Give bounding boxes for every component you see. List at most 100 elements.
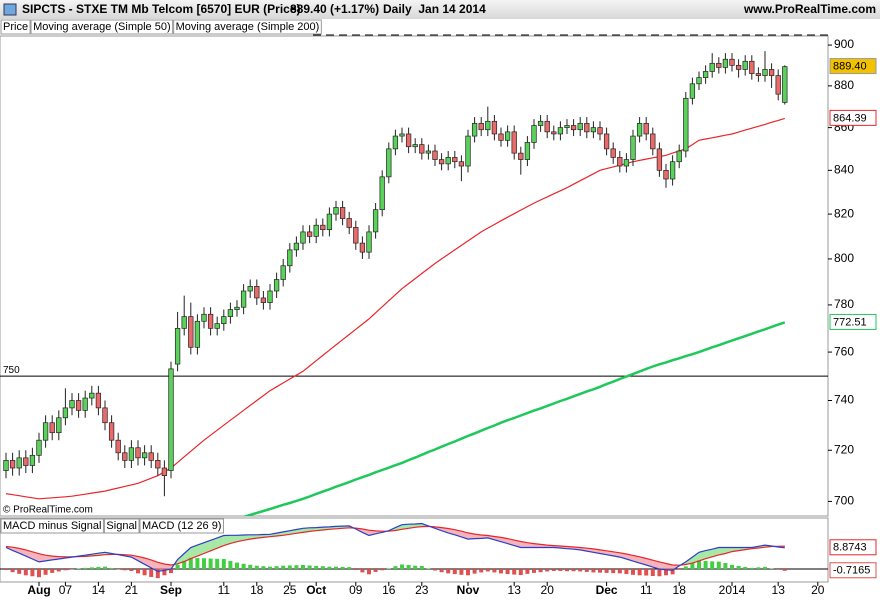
histogram-bar	[314, 565, 319, 570]
macd-fill	[19, 548, 26, 557]
histogram-bar	[360, 569, 365, 573]
candle-body	[221, 316, 227, 324]
legend-box	[173, 19, 322, 35]
macd-fill	[712, 547, 719, 557]
histogram-bar	[499, 569, 503, 574]
candle-body	[524, 142, 531, 160]
candle-body	[696, 77, 702, 85]
histogram-bar	[393, 566, 398, 570]
macd-line	[5, 522, 785, 573]
histogram-bar	[683, 566, 688, 570]
histogram-bar	[169, 569, 173, 574]
y-tick-label: 740	[834, 393, 854, 407]
histogram-bar	[380, 569, 385, 571]
candle-body	[537, 120, 544, 126]
legend-label: Moving average (Simple 50)	[33, 21, 171, 33]
candle-body	[702, 71, 709, 78]
candle-body	[762, 69, 768, 76]
histogram-bar	[63, 569, 68, 571]
macd-fill	[164, 564, 171, 571]
candle-body	[531, 125, 537, 143]
plot-layer	[4, 522, 787, 579]
plot-layer	[3, 51, 788, 516]
candle-body	[29, 454, 36, 466]
candle-body	[603, 133, 610, 150]
macd-fill	[217, 535, 224, 549]
histogram-bar	[307, 565, 312, 570]
macd-fill	[190, 545, 198, 559]
histogram-bar	[419, 565, 424, 570]
candle-body	[452, 157, 458, 163]
histogram-bar	[756, 567, 761, 570]
histogram-bar	[413, 565, 418, 570]
legend-label: MACD minus Signal	[3, 520, 101, 532]
histogram-bar	[248, 564, 253, 570]
histogram-bar	[202, 558, 206, 570]
x-tick-label: 07	[59, 583, 73, 597]
histogram-bar	[624, 569, 629, 575]
histogram-bar	[50, 569, 55, 573]
value-badge	[829, 109, 877, 126]
histogram-bar	[334, 566, 338, 570]
candle-body	[782, 66, 788, 103]
histogram-bar	[446, 569, 451, 574]
candle-body	[260, 297, 267, 303]
symbol: SIPCTS - STXE TM Mb Telcom [6570] EUR (P…	[22, 2, 301, 16]
candle-body	[188, 316, 194, 348]
x-tick-label: 11	[218, 583, 231, 597]
histogram-bar	[149, 569, 154, 577]
histogram-bar	[406, 564, 411, 570]
candle-body	[504, 131, 511, 141]
macd-fill	[45, 555, 53, 561]
candle-body	[36, 439, 42, 456]
macd-fill	[197, 542, 204, 557]
y-tick-label: 840	[834, 163, 854, 177]
y-tick-label: 780	[834, 297, 854, 311]
x-tick-label: Sep	[160, 583, 182, 597]
macd-fill	[223, 535, 231, 546]
histogram-bar	[228, 560, 233, 570]
histogram-bar	[10, 569, 15, 573]
candle-body	[194, 320, 201, 348]
histogram-bar	[677, 569, 682, 570]
macd-fill	[659, 561, 666, 570]
x-tick-label: 11	[640, 583, 653, 597]
candle-body	[636, 123, 643, 137]
histogram-bar	[142, 569, 147, 576]
histogram-bar	[109, 568, 114, 570]
candle-body	[511, 131, 517, 154]
candle-body	[544, 120, 550, 133]
histogram-bar	[617, 569, 622, 574]
histogram-bar	[571, 569, 576, 572]
histogram-bar	[23, 569, 28, 576]
x-tick-label: 16	[382, 583, 396, 597]
x-tick-label: Nov	[457, 583, 480, 597]
candle-body	[570, 125, 577, 131]
legend-label: Signal	[106, 520, 137, 532]
candle-body	[597, 127, 603, 135]
histogram-bar	[611, 569, 616, 574]
candle-body	[108, 422, 115, 441]
legend-label: Moving average (Simple 200)	[176, 21, 320, 33]
macd-fill	[652, 560, 660, 570]
price-panel	[0, 35, 829, 517]
candle-body	[82, 397, 88, 411]
histogram-bar	[215, 558, 220, 570]
histogram-bar	[4, 569, 8, 571]
macd-fill	[639, 556, 647, 565]
candle-body	[280, 265, 286, 280]
candle-body	[709, 62, 715, 72]
candle-body	[174, 327, 181, 365]
x-tick-label: Oct	[306, 583, 326, 597]
candle-body	[115, 439, 121, 454]
histogram-bar	[512, 569, 517, 575]
histogram-bar	[17, 569, 22, 574]
histogram-bar	[254, 565, 259, 570]
histogram-bar	[485, 569, 490, 572]
value-badge	[829, 313, 877, 330]
histogram-bar	[763, 566, 767, 570]
histogram-bar	[281, 565, 286, 570]
candle-body	[353, 227, 359, 244]
candle-body	[518, 152, 524, 160]
candle-body	[584, 123, 590, 133]
